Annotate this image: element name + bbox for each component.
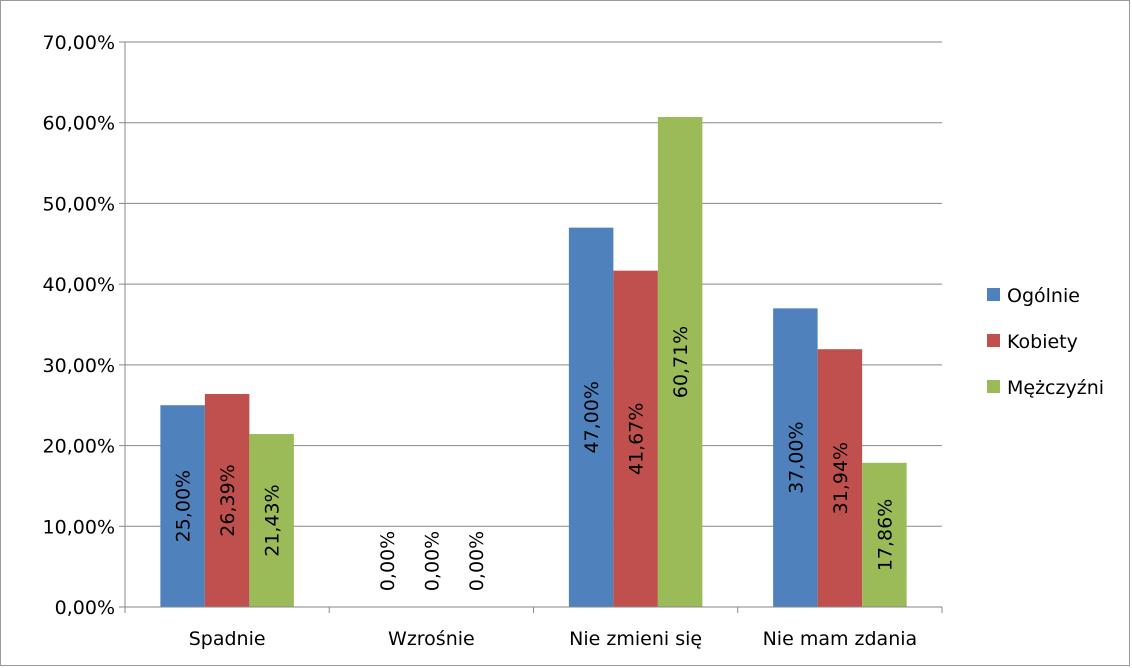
y-tick-label: 70,00%: [43, 32, 115, 54]
data-label: 0,00%: [421, 531, 443, 591]
data-label: 31,94%: [830, 442, 852, 514]
legend-swatch-ogólnie: [987, 288, 1000, 301]
y-tick-label: 60,00%: [43, 113, 115, 135]
legend: Ogólnie Kobiety Mężczyźni: [987, 285, 1104, 399]
data-label: 47,00%: [581, 381, 603, 453]
legend-label: Mężczyźni: [1007, 377, 1104, 399]
x-category-label: Spadnie: [189, 628, 266, 650]
legend-label: Kobiety: [1007, 331, 1078, 353]
data-label: 21,43%: [262, 484, 284, 556]
x-axis: [119, 41, 943, 613]
data-label: 37,00%: [785, 421, 807, 493]
bar-ogólnie: [773, 308, 818, 607]
legend-swatch-kobiety: [987, 334, 1000, 347]
bar-kobiety: [204, 393, 250, 607]
bar-kobiety: [817, 349, 863, 607]
data-label: 25,00%: [173, 470, 195, 542]
y-tick-label: 10,00%: [43, 516, 115, 538]
x-category-label: Nie zmieni się: [569, 628, 702, 650]
data-label: 60,71%: [670, 326, 692, 398]
bar-mężczyźni: [249, 434, 294, 607]
data-label: 41,67%: [626, 403, 648, 475]
y-tick-label: 30,00%: [43, 355, 115, 377]
legend-swatch-mężczyźni: [987, 380, 1000, 393]
y-tick-label: 40,00%: [43, 274, 115, 296]
legend-label: Ogólnie: [1007, 285, 1080, 307]
data-label: 17,86%: [874, 499, 896, 571]
bar-kobiety: [613, 270, 658, 607]
y-tick-label: 0,00%: [55, 597, 115, 619]
x-axis-category-labels: Spadnie Wzrośnie Nie zmieni się Nie mam zda…: [189, 628, 917, 650]
bar-mężczyźni: [862, 462, 907, 607]
data-label: 26,39%: [217, 464, 239, 536]
x-category-label: Nie mam zdania: [763, 628, 918, 650]
data-label: 0,00%: [377, 531, 399, 591]
y-tick-label: 20,00%: [43, 436, 115, 458]
bar-ogólnie: [568, 227, 614, 607]
data-labels: 25,00% 26,39% 21,43% 0,00% 0,00% 0,00% 47,00% 4…: [173, 326, 897, 591]
y-tick-label: 50,00%: [43, 193, 115, 215]
y-axis-tick-labels: 0,00% 10,00% 20,00% 30,00% 40,00% 50,00% 60,00…: [43, 32, 115, 619]
bars: [160, 116, 907, 607]
bar-ogólnie: [160, 405, 205, 607]
bar-mężczyźni: [657, 116, 703, 607]
data-label: 0,00%: [466, 531, 488, 591]
x-category-label: Wzrośnie: [388, 628, 475, 650]
